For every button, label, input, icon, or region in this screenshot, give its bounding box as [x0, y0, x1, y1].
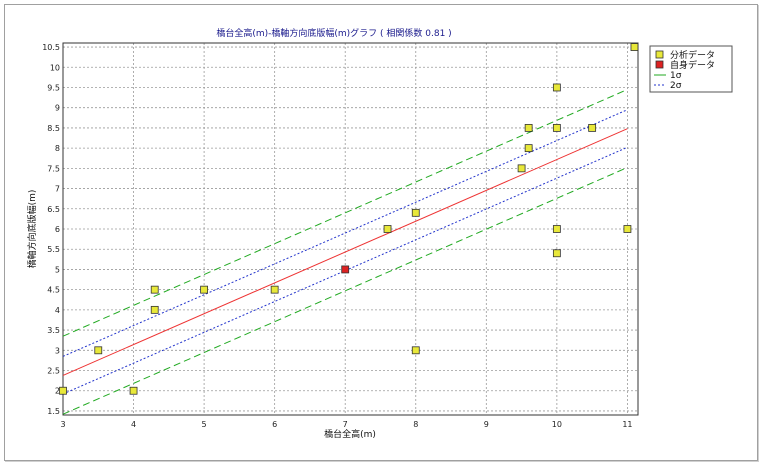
y-tick-label: 3: [55, 346, 60, 355]
legend-marker: [655, 50, 664, 59]
data-point: [630, 43, 639, 51]
y-tick-label: 6: [55, 225, 60, 234]
x-tick-label: 9: [484, 420, 489, 429]
data-point: [623, 225, 632, 233]
legend-box: [649, 45, 733, 93]
data-point: [552, 225, 561, 233]
y-tick-label: 4: [55, 306, 60, 315]
y-tick-label: 10.5: [42, 43, 60, 52]
series-line: [62, 109, 628, 357]
series-line: [62, 89, 628, 337]
y-tick-label: 8.5: [47, 124, 60, 133]
series-line: [62, 146, 628, 395]
data-point: [150, 285, 159, 294]
x-tick-label: 8: [413, 420, 418, 429]
y-tick-label: 5: [55, 265, 60, 274]
y-tick-label: 6.5: [47, 205, 60, 214]
data-point: [150, 305, 159, 314]
chart-title: 橋台全高(m)-橋軸方向底版幅(m)グラフ ( 相関係数 0.81 ): [216, 27, 451, 39]
y-tick-label: 3.5: [47, 326, 60, 335]
x-tick-label: 3: [60, 420, 65, 429]
y-tick-label: 10: [50, 63, 60, 72]
legend-label: 1σ: [670, 71, 682, 81]
legend-label: 自身データ: [670, 59, 715, 71]
data-point: [200, 285, 209, 294]
y-tick-label: 8: [55, 144, 60, 153]
x-tick-label: 11: [622, 420, 632, 429]
y-tick-label: 7.5: [47, 164, 60, 173]
grid-lines: [62, 43, 638, 415]
tick-labels: 3 4 5 6 7 8 9 10 11 1.5 2 2.5 3 3.5 4 4.5 5 5.5 6 6.5 7 7.5 8 8…: [42, 43, 632, 429]
y-tick-label: 4.5: [47, 286, 60, 295]
series-layer: [59, 43, 639, 415]
series-line: [62, 167, 628, 415]
x-tick-label: 10: [552, 420, 562, 429]
y-tick-label: 5.5: [47, 245, 60, 254]
legend-marker: [655, 60, 664, 69]
data-point: [552, 249, 561, 258]
y-tick-label: 1.5: [47, 407, 60, 416]
x-tick-label: 7: [343, 420, 348, 429]
y-tick-label: 2.5: [47, 367, 60, 376]
data-point: [588, 124, 597, 132]
data-point: [341, 265, 350, 274]
data-point: [552, 124, 561, 132]
data-point: [383, 225, 392, 233]
data-point: [411, 208, 420, 217]
legend-label: 2σ: [670, 81, 682, 91]
y-tick-label: 2: [55, 387, 60, 396]
data-point: [524, 124, 533, 132]
y-tick-label: 9.5: [47, 83, 60, 92]
series-line: [62, 128, 628, 376]
y-tick-label: 7: [55, 185, 60, 194]
legend-label: 分析データ: [670, 49, 715, 61]
data-point: [94, 346, 103, 355]
x-tick-label: 4: [131, 420, 136, 429]
data-point: [411, 346, 420, 355]
data-point: [524, 144, 533, 153]
y-axis-label: 橋軸方向底版幅(m): [26, 190, 38, 269]
x-tick-label: 6: [272, 420, 277, 429]
data-point: [517, 164, 526, 173]
data-point: [59, 386, 67, 395]
x-axis-label: 橋台全高(m): [324, 428, 376, 440]
data-point: [552, 83, 561, 92]
data-point: [270, 285, 279, 294]
x-tick-label: 5: [202, 420, 207, 429]
plot-area-border: [62, 42, 639, 416]
data-point: [129, 386, 138, 395]
y-tick-label: 9: [55, 104, 60, 113]
